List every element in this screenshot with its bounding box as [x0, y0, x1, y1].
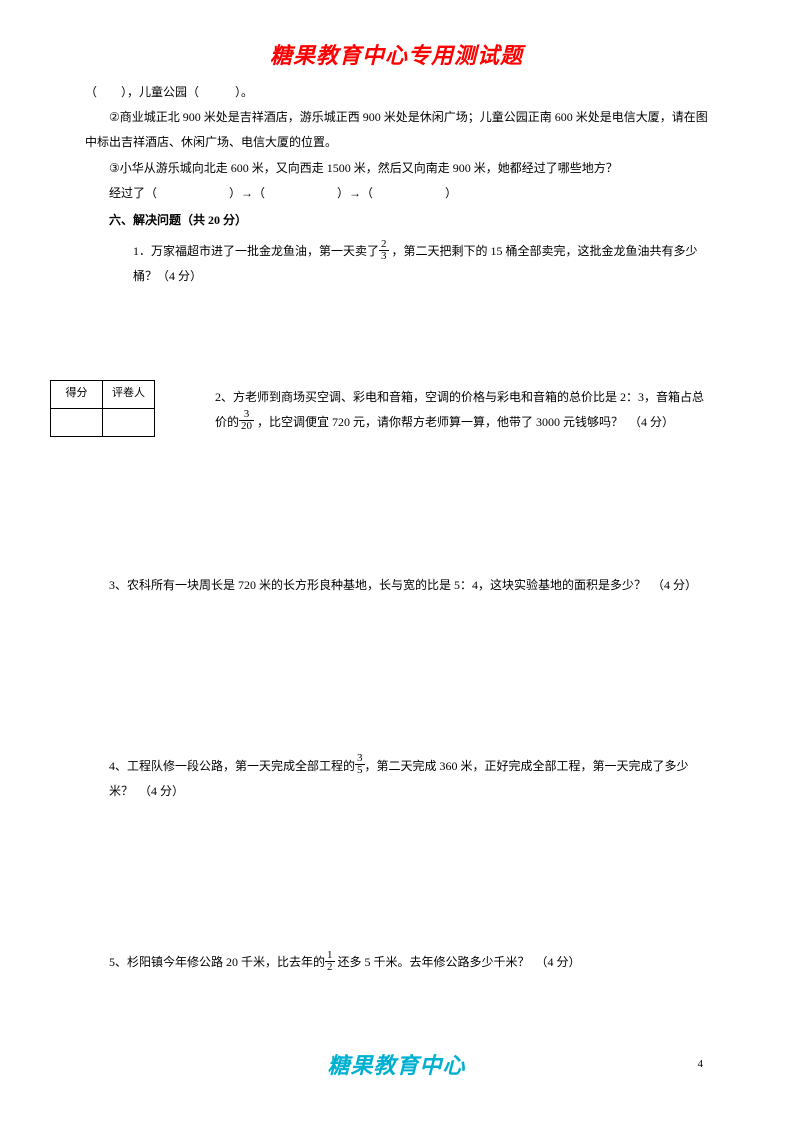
circled-2-icon: ② [109, 110, 120, 124]
header-title: 糖果教育中心专用测试题 [0, 0, 793, 70]
score-section: 得分 评卷人 2、方老师到商场买空调、彩电和音箱，空调的价格与彩电和音箱的总价比… [85, 290, 708, 435]
q5-text-b: 还多 5 千米。去年修公路多少千米？ （4 分） [335, 955, 581, 969]
question-2: 2、方老师到商场买空调、彩电和音箱，空调的价格与彩电和音箱的总价比是 2：3，音… [85, 290, 708, 435]
q4-text-a: 4、工程队修一段公路，第一天完成全部工程的 [109, 759, 355, 773]
spacer [85, 437, 708, 567]
circled-3-icon: ③ [109, 161, 120, 175]
page-number: 4 [698, 1058, 704, 1070]
fraction-3-20: 320 [239, 409, 254, 432]
fraction-1-2: 12 [325, 950, 335, 973]
intro-line3: 经过了（ ）→（ ）→（ ） [85, 181, 708, 206]
spacer [85, 728, 708, 748]
frac-den: 5 [355, 765, 365, 776]
score-cell-br [103, 408, 155, 436]
score-cell-tr: 评卷人 [103, 380, 155, 408]
question-3: 3、农科所有一块周长是 720 米的长方形良种基地，长与宽的比是 5：4，这块实… [85, 573, 708, 598]
score-cell-tl: 得分 [51, 380, 103, 408]
question-5: 5、杉阳镇今年修公路 20 千米，比去年的12 还多 5 千米。去年修公路多少千… [85, 950, 708, 975]
score-cell-bl [51, 408, 103, 436]
spacer [85, 934, 708, 944]
question-1: 1．万家福超市进了一批金龙鱼油，第一天卖了23 ，第二天把剩下的 15 桶全部卖… [85, 239, 708, 289]
score-table: 得分 评卷人 [50, 380, 155, 437]
intro-line2: ③小华从游乐城向北走 600 米，又向西走 1500 米，然后又向南走 900 … [85, 156, 708, 181]
intro-line2-text: 小华从游乐城向北走 600 米，又向西走 1500 米，然后又向南走 900 米… [120, 161, 618, 175]
question-4: 4、工程队修一段公路，第一天完成全部工程的35，第二天完成 360 米，正好完成… [85, 754, 708, 804]
table-row: 得分 评卷人 [51, 380, 155, 408]
q1-text-a: 1．万家福超市进了一批金龙鱼油，第一天卖了 [133, 244, 379, 258]
intro-line1: ②商业城正北 900 米处是吉祥酒店，游乐城正西 900 米处是休闲广场；儿童公… [85, 105, 708, 155]
spacer [85, 598, 708, 728]
intro-line0: （ ），儿童公园（ ）。 [85, 80, 708, 105]
fraction-3-5: 35 [355, 753, 365, 776]
frac-den: 20 [239, 421, 254, 432]
content-area: （ ），儿童公园（ ）。 ②商业城正北 900 米处是吉祥酒店，游乐城正西 90… [0, 70, 793, 975]
frac-den: 3 [379, 251, 389, 262]
frac-num: 1 [325, 950, 335, 962]
q5-text-a: 5、杉阳镇今年修公路 20 千米，比去年的 [109, 955, 325, 969]
frac-den: 2 [325, 962, 335, 973]
q2-text-b: ，比空调便宜 720 元，请你帮方老师算一算，他带了 3000 元钱够吗？ （4… [254, 415, 674, 429]
footer-title: 糖果教育中心 [0, 1048, 793, 1080]
table-row [51, 408, 155, 436]
fraction-2-3: 23 [379, 239, 389, 262]
intro-line1-text: 商业城正北 900 米处是吉祥酒店，游乐城正西 900 米处是休闲广场；儿童公园… [85, 110, 708, 149]
section-6-title: 六、解决问题（共 20 分） [85, 208, 708, 233]
spacer [85, 804, 708, 934]
